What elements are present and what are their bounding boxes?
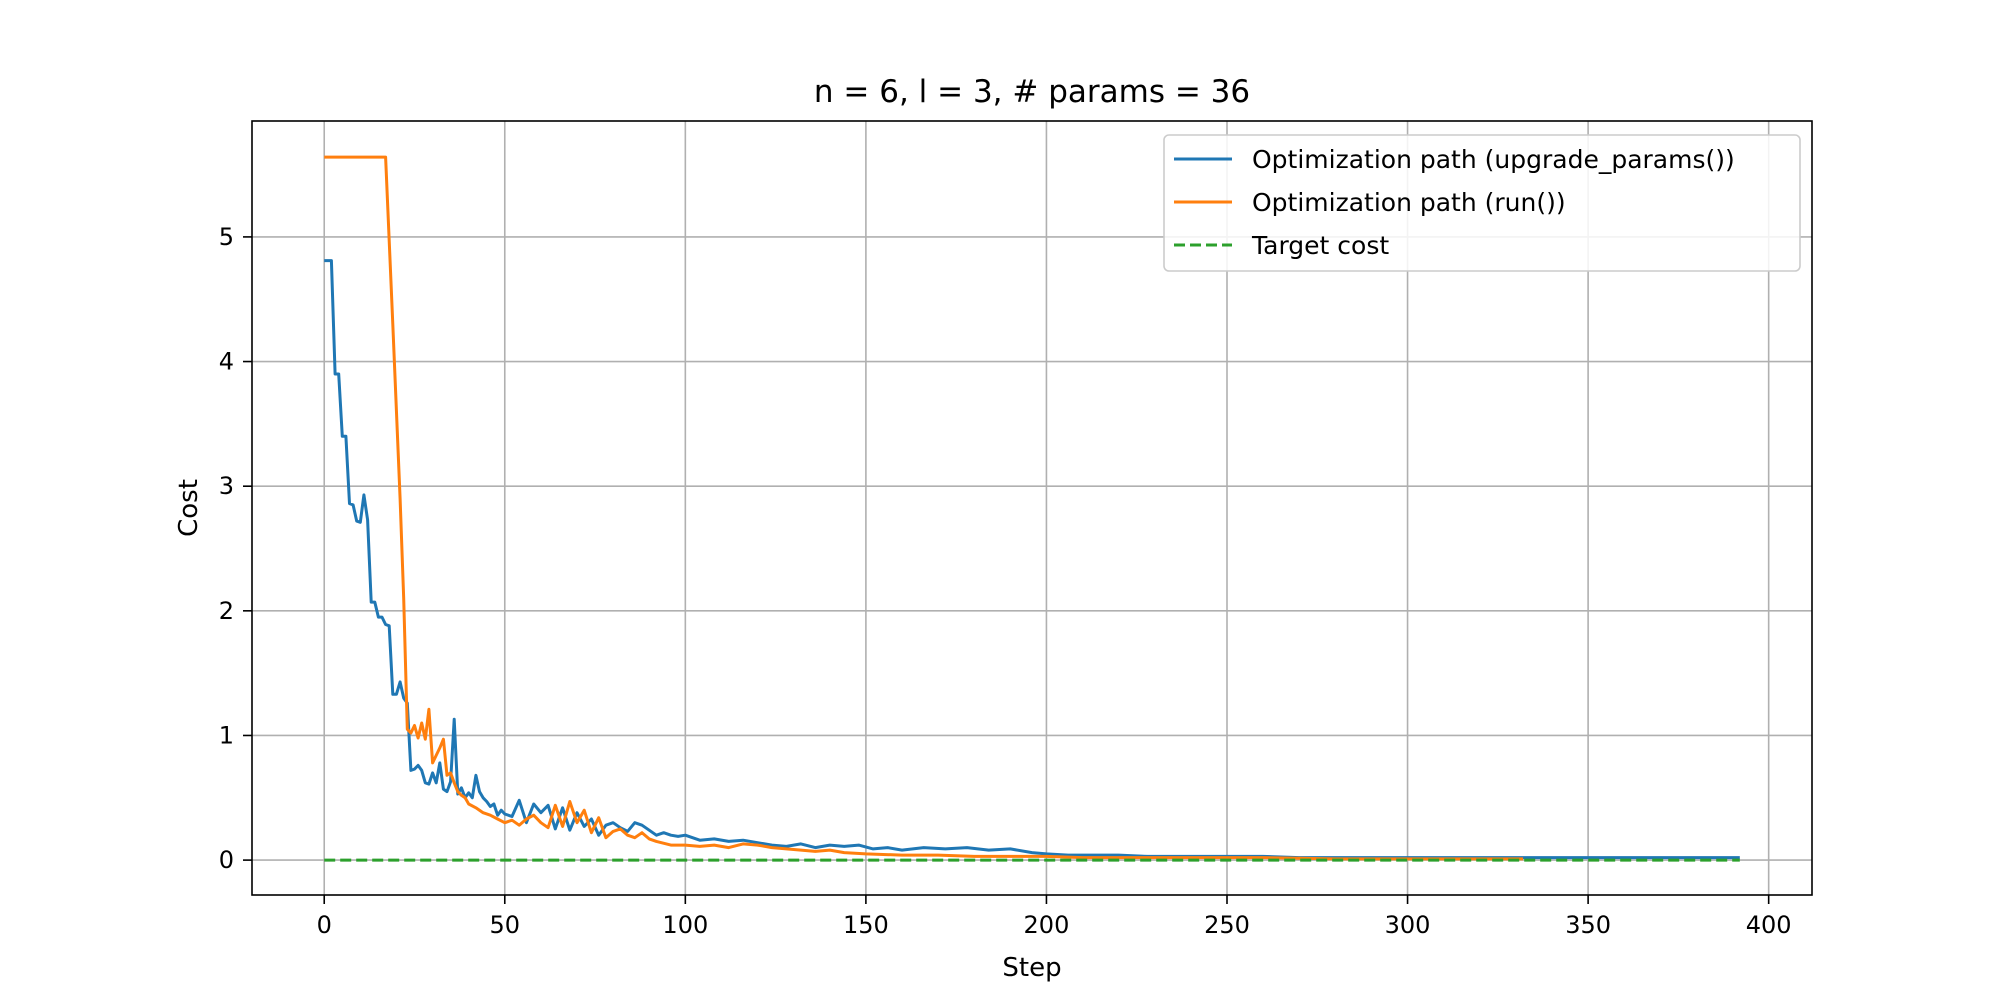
legend-label: Optimization path (run()) <box>1252 188 1566 217</box>
axis-ticks: 0 50 100 150 200 250 300 350 400 0 1 2 3 4 5 <box>219 223 1792 939</box>
x-tick-label: 400 <box>1746 911 1792 939</box>
series-line-1 <box>324 259 1740 860</box>
y-tick-label: 4 <box>219 348 234 376</box>
x-tick-label: 50 <box>490 911 521 939</box>
y-tick-label: 3 <box>219 472 234 500</box>
series-line-2 <box>324 155 1524 861</box>
x-tick-label: 250 <box>1204 911 1250 939</box>
x-tick-label: 150 <box>843 911 889 939</box>
y-tick-label: 2 <box>219 597 234 625</box>
legend-label: Target cost <box>1251 231 1389 260</box>
y-axis-label: Cost <box>174 479 204 537</box>
y-tick-label: 5 <box>219 223 234 251</box>
x-tick-label: 300 <box>1385 911 1431 939</box>
x-tick-label: 100 <box>662 911 708 939</box>
legend-label: Optimization path (upgrade_params()) <box>1252 145 1735 174</box>
x-tick-label: 200 <box>1024 911 1070 939</box>
x-axis-label: Step <box>1002 953 1061 983</box>
legend-box <box>1163 134 1801 272</box>
series-layer <box>324 155 1740 862</box>
legend: Optimization path (upgrade_params()) Opti… <box>1163 134 1801 272</box>
plot-frame <box>251 120 1813 896</box>
chart-title: n = 6, l = 3, # params = 36 <box>814 74 1250 110</box>
y-tick-label: 1 <box>219 721 234 749</box>
x-tick-label: 350 <box>1565 911 1611 939</box>
y-tick-label: 0 <box>219 846 234 874</box>
x-tick-label: 0 <box>317 911 332 939</box>
